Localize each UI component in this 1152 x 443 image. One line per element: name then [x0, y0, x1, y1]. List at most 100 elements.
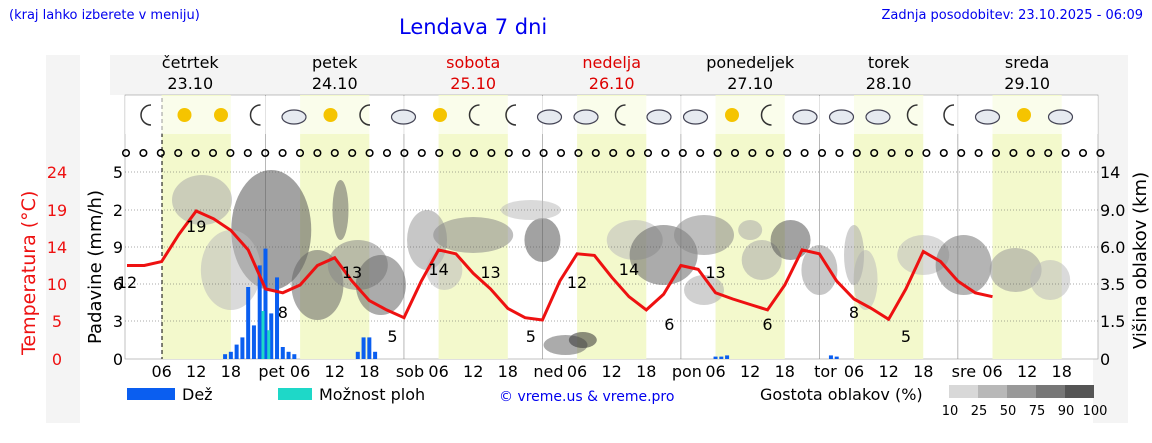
day-name: nedelja: [582, 53, 641, 72]
x-axis-ticks: 06 12 18 pet 06 12 18 sob 06 12 18 ned 06 12 18 pon 06 12…: [151, 362, 1071, 381]
rain-bar: [719, 356, 724, 359]
precipitation-tick: 5: [113, 163, 123, 182]
rain-bar: [373, 351, 378, 359]
rain-bar: [713, 356, 718, 359]
temperature-label: 6: [664, 315, 674, 334]
cloud-density-swatch: [949, 385, 978, 398]
day-headers: četrtek 23.10 petek 24.10 sobota 25.10 nedelja…: [162, 53, 1050, 93]
x-tick-label: pon: [672, 362, 702, 381]
rain-bar: [355, 351, 360, 359]
wind-calm-icon: [713, 148, 722, 158]
rain-bar: [269, 313, 274, 359]
cloud-density-swatch: [978, 385, 1007, 398]
right-axis-panel: [1093, 55, 1128, 423]
cloud-height-tick: 3.5: [1100, 275, 1125, 294]
x-tick-label: 06: [705, 362, 725, 381]
wind-calm-icon: [643, 148, 653, 158]
cloud-icon: [1047, 109, 1074, 125]
x-tick-label: ned: [533, 362, 563, 381]
wind-calm-icon: [974, 148, 983, 158]
rain-bar: [257, 265, 262, 359]
wind-calm-icon: [348, 148, 357, 158]
wind-calm-icon: [904, 148, 914, 158]
shower-bar: [267, 330, 271, 359]
precipitation-tick: 2: [113, 201, 123, 220]
region-hint[interactable]: (kraj lahko izberete v meniju): [9, 8, 200, 23]
day-name: ponedeljek: [706, 53, 795, 72]
rain-bar: [725, 355, 730, 359]
cloud-height-tick: 14: [1100, 163, 1120, 182]
wind-calm-icon: [278, 148, 287, 158]
cloud-height-tick: 0: [1100, 350, 1110, 369]
temperature-label: 13: [480, 263, 500, 282]
cloud-blob: [172, 175, 233, 225]
cloud-blob: [770, 220, 811, 260]
cloud-height-tick: 9.0: [1100, 201, 1125, 220]
wind-calm-icon: [469, 148, 479, 158]
x-tick-label: 06: [428, 362, 448, 381]
sun-icon: [214, 108, 228, 122]
cloud-icon: [646, 109, 672, 125]
cloud-icon: [828, 109, 855, 125]
cloud-density-scale: 10 25 50 75 90 100: [942, 385, 1107, 419]
rain-bar: [286, 351, 291, 359]
wind-calm-icon: [174, 148, 183, 158]
cloud-height-tick: 6.0: [1100, 238, 1125, 257]
temperature-label: 8: [278, 303, 288, 322]
wind-calm-icon: [417, 148, 426, 158]
wind-calm-icon: [835, 148, 844, 158]
day-name: petek: [312, 53, 358, 72]
wind-calm-icon: [330, 148, 339, 158]
copyright-link: © vreme.us & vreme.pro: [499, 389, 674, 405]
rain-bar: [240, 337, 245, 359]
wind-calm-icon: [504, 148, 513, 158]
temperature-axis-label: Temperatura (°C): [18, 191, 40, 356]
x-tick-label: sre: [952, 362, 976, 381]
rain-bar: [263, 248, 268, 359]
wind-calm-icon: [870, 148, 879, 158]
temperature-label: 13: [342, 263, 362, 282]
temperature-tick: 19: [47, 201, 67, 220]
moon-icon: [249, 104, 261, 126]
precipitation-axis-label: Padavine (mm/h): [85, 190, 106, 344]
day-date: 29.10: [1004, 74, 1050, 93]
rain-bar: [292, 354, 297, 359]
moon-icon: [614, 104, 626, 126]
x-tick-label: 18: [498, 362, 518, 381]
wind-calm-icon: [226, 148, 235, 158]
temperature-tick: 14: [47, 238, 67, 257]
wind-calm-icon: [574, 148, 583, 158]
wind-calm-icon: [1009, 148, 1018, 158]
wind-calm-icon: [1078, 148, 1088, 158]
precipitation-tick: 9: [113, 238, 123, 257]
wind-calm-icon: [991, 148, 1001, 158]
daytime-band: [854, 95, 924, 359]
rain-bar: [251, 325, 256, 359]
wind-calm-icon: [487, 148, 496, 158]
day-date: 28.10: [866, 74, 912, 93]
x-tick-label: 06: [567, 362, 587, 381]
sun-icon: [433, 108, 447, 122]
cloud-blob: [524, 218, 561, 262]
cloud-density-tick: 90: [1058, 404, 1075, 419]
cloud-blob: [738, 220, 763, 240]
precipitation-tick: 0: [113, 350, 123, 369]
x-tick-label: 12: [878, 362, 898, 381]
day-header-panel: [110, 55, 1098, 95]
cloud-blob: [989, 248, 1042, 292]
x-tick-label: 06: [151, 362, 171, 381]
cloud-icon: [974, 109, 1001, 125]
x-tick-label: 18: [221, 362, 241, 381]
wind-calm-icon: [661, 148, 670, 158]
plot-grid: [125, 171, 1098, 322]
wind-calm-icon: [1044, 148, 1053, 158]
rain-bar: [234, 344, 239, 359]
rain-bar: [275, 277, 280, 359]
x-tick-label: tor: [814, 362, 837, 381]
sun-icon: [725, 108, 739, 122]
wind-calm-icon: [1096, 148, 1105, 158]
cloud-blob: [568, 332, 597, 348]
wind-calm-icon: [626, 148, 635, 158]
cloud-blob: [844, 225, 865, 285]
